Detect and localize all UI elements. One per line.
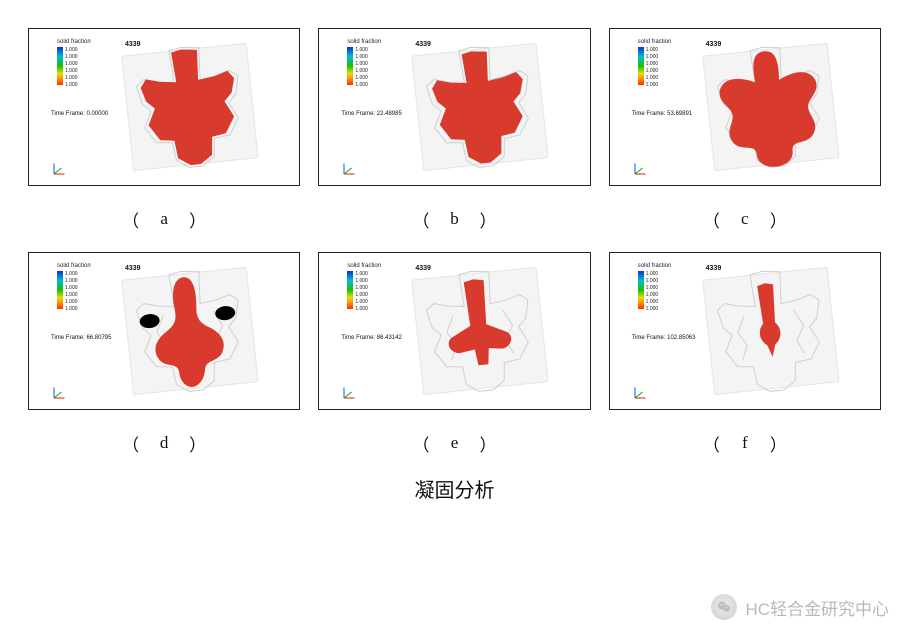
paren-open: （ [685,431,738,456]
axes-triad-icon [51,159,69,177]
axes-triad-icon [341,159,359,177]
legend-colorbar [347,47,353,85]
sim-panel-e: solid fraction 1.0001.0001.0001.0001.000… [318,252,590,410]
panel-letter: b [447,209,461,229]
legend-ticks: 1.0001.0001.0001.0001.0001.000 [65,47,78,89]
legend-ticks: 1.0001.0001.0001.0001.0001.000 [65,271,78,313]
legend-title: solid fraction [638,263,672,269]
solidification-plot [102,33,276,186]
legend-colorbar [347,271,353,309]
time-frame-label: Time Frame: 0.00000 [51,111,108,117]
wechat-icon [711,594,737,620]
panel-caption-c: （ c ） [609,196,881,242]
panel-caption-a: （ a ） [28,196,300,242]
paren-open: （ [104,207,157,232]
axes-triad-icon [632,159,650,177]
paren-close: ） [752,207,805,232]
watermark: HC轻合金研究中心 [711,594,889,620]
paren-open: （ [394,431,447,456]
time-frame-label: Time Frame: 86.43142 [341,335,401,341]
sim-panel-f: solid fraction 1.0001.0001.0001.0001.000… [609,252,881,410]
legend-ticks: 1.0001.0001.0001.0001.0001.000 [355,271,368,313]
panel-letter: c [738,209,752,229]
legend-colorbar [57,271,63,309]
legend-title: solid fraction [638,39,672,45]
legend-ticks: 1.0001.0001.0001.0001.0001.000 [646,271,659,313]
paren-open: （ [104,431,157,456]
legend-colorbar [57,47,63,85]
panel-letter: a [157,209,171,229]
solidification-plot [393,33,567,186]
legend-colorbar [638,271,644,309]
solidification-plot [683,257,857,410]
legend-ticks: 1.0001.0001.0001.0001.0001.000 [355,47,368,89]
paren-close: ） [461,207,514,232]
time-frame-label: Time Frame: 66.80795 [51,335,111,341]
legend-title: solid fraction [347,263,381,269]
watermark-text: HC轻合金研究中心 [745,595,889,620]
legend-colorbar [638,47,644,85]
paren-open: （ [394,207,447,232]
paren-close: ） [171,431,224,456]
time-frame-label: Time Frame: 53.69891 [632,111,692,117]
axes-triad-icon [341,383,359,401]
sim-panel-b: solid fraction 1.0001.0001.0001.0001.000… [318,28,590,186]
legend-title: solid fraction [347,39,381,45]
time-frame-label: Time Frame: 22.48985 [341,111,401,117]
panel-caption-b: （ b ） [318,196,590,242]
solidification-plot [102,257,276,410]
paren-open: （ [685,207,738,232]
panel-caption-f: （ f ） [609,420,881,466]
time-frame-label: Time Frame: 102.85063 [632,335,696,341]
legend-title: solid fraction [57,39,91,45]
sim-panel-c: solid fraction 1.0001.0001.0001.0001.000… [609,28,881,186]
axes-triad-icon [632,383,650,401]
solidification-plot [393,257,567,410]
paren-close: ） [461,431,514,456]
panel-letter: d [157,433,171,453]
panel-letter: e [447,433,461,453]
sim-panel-d: solid fraction 1.0001.0001.0001.0001.000… [28,252,300,410]
sim-panel-a: solid fraction 1.0001.0001.0001.0001.000… [28,28,300,186]
legend-ticks: 1.0001.0001.0001.0001.0001.000 [646,47,659,89]
paren-close: ） [752,431,805,456]
panel-letter: f [738,433,752,453]
panel-caption-d: （ d ） [28,420,300,466]
figure-title: 凝固分析 [0,474,909,503]
panel-caption-e: （ e ） [318,420,590,466]
solidification-plot [683,33,857,186]
paren-close: ） [171,207,224,232]
legend-title: solid fraction [57,263,91,269]
axes-triad-icon [51,383,69,401]
